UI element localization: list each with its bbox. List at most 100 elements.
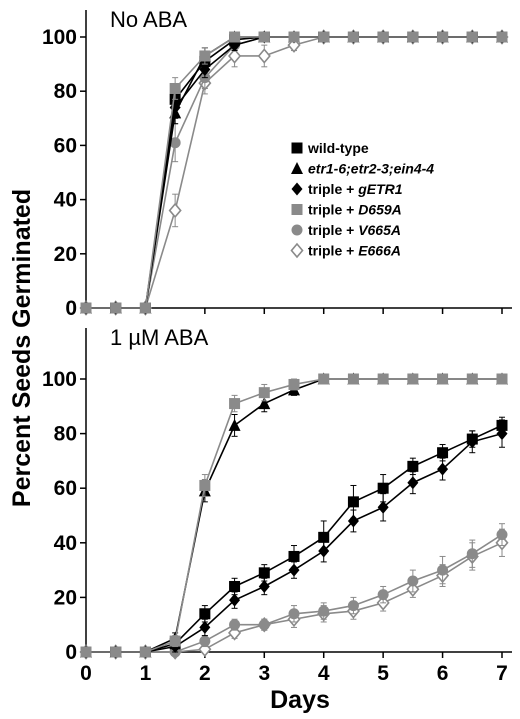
- data-point: [347, 373, 359, 385]
- data-point: [496, 419, 508, 431]
- legend-marker: [291, 224, 303, 236]
- y-tick-label: 60: [54, 477, 77, 500]
- data-point: [437, 373, 449, 385]
- legend-marker: [291, 182, 303, 196]
- data-point: [288, 563, 300, 577]
- data-point: [80, 302, 92, 314]
- y-tick-label: 0: [65, 297, 77, 320]
- data-point: [199, 608, 211, 620]
- data-point: [228, 48, 242, 64]
- data-point: [466, 31, 478, 43]
- chart-panel-1: 0 20 40 60 80 100 No ABA: [42, 7, 512, 320]
- data-point: [407, 460, 419, 472]
- data-point: [466, 373, 478, 385]
- legend-label: triple + E666A: [308, 243, 401, 259]
- data-point: [347, 514, 359, 528]
- data-point: [257, 48, 271, 64]
- legend-label: etr1-6;etr2-3;ein4-4: [308, 161, 434, 177]
- y-axis-label: Percent Seeds Germinated: [8, 189, 36, 507]
- data-point: [437, 462, 449, 476]
- x-tick-label: 4: [318, 662, 330, 685]
- legend-label: triple + D659A: [308, 202, 402, 218]
- data-point: [258, 31, 270, 43]
- data-point: [80, 646, 92, 658]
- data-point: [198, 641, 212, 658]
- data-point: [407, 476, 419, 490]
- x-axis-label: Days: [270, 686, 330, 714]
- y-tick-label: 40: [54, 189, 77, 212]
- data-point: [258, 579, 270, 593]
- data-point: [229, 31, 241, 43]
- data-point: [288, 550, 300, 562]
- panel-title: 1 µM ABA: [110, 325, 209, 350]
- data-point: [229, 398, 241, 410]
- legend-entry-wt: wild-type: [291, 140, 369, 156]
- legend-label: triple + gETR1: [308, 181, 403, 197]
- data-point: [258, 619, 270, 631]
- data-point: [199, 50, 211, 62]
- data-point: [199, 620, 211, 634]
- data-point: [407, 31, 419, 43]
- data-point: [139, 646, 151, 658]
- data-point: [318, 373, 330, 385]
- legend-entry-D659A: triple + D659A: [291, 202, 402, 218]
- data-point: [228, 625, 242, 641]
- data-point: [139, 302, 151, 314]
- data-point: [377, 589, 389, 601]
- legend-label: wild-type: [307, 140, 369, 156]
- data-point: [258, 387, 270, 399]
- y-tick-label: 20: [54, 243, 77, 266]
- data-point: [437, 31, 449, 43]
- data-point: [466, 548, 478, 560]
- data-point: [168, 202, 182, 219]
- series-V665A: [80, 523, 508, 658]
- legend-marker: [291, 204, 303, 215]
- data-point: [377, 500, 389, 514]
- data-point: [377, 482, 389, 494]
- x-tick-label: 3: [258, 662, 270, 685]
- x-tick-label: 2: [199, 662, 211, 685]
- x-tick-label: 7: [496, 662, 508, 685]
- data-point: [496, 373, 508, 385]
- y-tick-label: 0: [65, 641, 77, 664]
- legend-label: triple + V665A: [308, 222, 401, 238]
- data-point: [347, 600, 359, 612]
- x-tick-label: 1: [140, 662, 152, 685]
- data-point: [110, 646, 122, 658]
- data-point: [377, 373, 389, 385]
- data-point: [318, 605, 330, 617]
- data-point: [437, 564, 449, 576]
- data-point: [258, 567, 270, 579]
- y-tick-label: 100: [42, 368, 77, 391]
- legend-entry-gETR1: triple + gETR1: [291, 181, 403, 197]
- chart-panel-2: 0 20 40 60 80 100 0 1 2 3 4 5 6 7 1 µM ABA: [42, 325, 512, 685]
- data-point: [288, 608, 300, 620]
- data-point: [169, 635, 181, 647]
- data-point: [110, 302, 122, 314]
- legend: wild-type etr1-6;etr2-3;ein4-4 triple + gE…: [290, 140, 434, 259]
- data-point: [407, 575, 419, 587]
- y-tick-label: 100: [42, 26, 77, 49]
- y-tick-label: 20: [54, 586, 77, 609]
- y-tick-label: 60: [54, 134, 77, 157]
- x-tick-label: 5: [377, 662, 389, 685]
- data-point: [199, 635, 211, 647]
- data-point: [229, 593, 241, 607]
- data-point: [347, 496, 359, 508]
- data-point: [169, 82, 181, 94]
- data-point: [288, 31, 300, 43]
- data-point: [229, 619, 241, 631]
- legend-entry-E666A: triple + E666A: [290, 243, 401, 259]
- data-point: [228, 418, 241, 431]
- x-tick-label: 6: [437, 662, 449, 685]
- data-point: [169, 137, 181, 149]
- data-point: [437, 447, 449, 459]
- y-tick-label: 40: [54, 532, 77, 555]
- data-point: [496, 529, 508, 541]
- panel-title: No ABA: [110, 7, 187, 32]
- legend-marker: [291, 162, 303, 174]
- data-point: [496, 31, 508, 43]
- data-point: [229, 580, 241, 592]
- data-point: [407, 373, 419, 385]
